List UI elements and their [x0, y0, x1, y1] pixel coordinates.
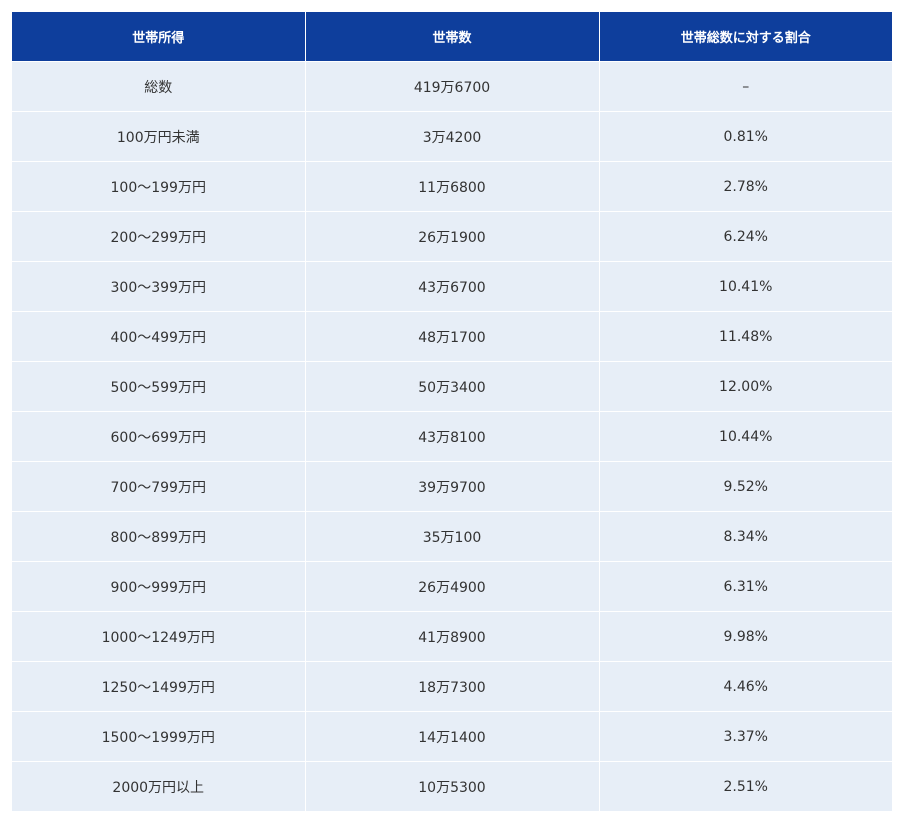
cell-income: 総数: [12, 61, 306, 112]
cell-ratio: 0.81%: [599, 111, 892, 162]
cell-income: 100～199万円: [12, 161, 306, 212]
table-body: 総数 419万6700 – 100万円未満 3万4200 0.81% 100～1…: [12, 61, 892, 811]
table-row: 400～499万円 48万1700 11.48%: [12, 311, 892, 362]
cell-income: 900～999万円: [12, 561, 306, 612]
cell-income: 700～799万円: [12, 461, 306, 512]
cell-households: 18万7300: [305, 661, 600, 712]
table-row: 500～599万円 50万3400 12.00%: [12, 361, 892, 412]
cell-households: 3万4200: [305, 111, 600, 162]
table-row: 300～399万円 43万6700 10.41%: [12, 261, 892, 312]
cell-households: 43万6700: [305, 261, 600, 312]
household-income-table: 世帯所得 世帯数 世帯総数に対する割合 総数 419万6700 – 100万円未…: [12, 12, 892, 811]
table-row: 200～299万円 26万1900 6.24%: [12, 211, 892, 262]
cell-households: 14万1400: [305, 711, 600, 762]
table-row: 100～199万円 11万6800 2.78%: [12, 161, 892, 212]
cell-ratio: 10.44%: [599, 411, 892, 462]
cell-ratio: 4.46%: [599, 661, 892, 712]
cell-ratio: 6.31%: [599, 561, 892, 612]
table-row: 2000万円以上 10万5300 2.51%: [12, 761, 892, 811]
cell-income: 600～699万円: [12, 411, 306, 462]
cell-households: 39万9700: [305, 461, 600, 512]
cell-households: 50万3400: [305, 361, 600, 412]
cell-ratio: 9.98%: [599, 611, 892, 662]
table-row: 1000～1249万円 41万8900 9.98%: [12, 611, 892, 662]
cell-ratio: 10.41%: [599, 261, 892, 312]
cell-income: 1000～1249万円: [12, 611, 306, 662]
cell-ratio: 11.48%: [599, 311, 892, 362]
table-row: 900～999万円 26万4900 6.31%: [12, 561, 892, 612]
cell-households: 26万4900: [305, 561, 600, 612]
cell-income: 500～599万円: [12, 361, 306, 412]
cell-ratio: 9.52%: [599, 461, 892, 512]
cell-households: 48万1700: [305, 311, 600, 362]
cell-income: 1250～1499万円: [12, 661, 306, 712]
cell-ratio: 3.37%: [599, 711, 892, 762]
cell-income: 400～499万円: [12, 311, 306, 362]
cell-households: 10万5300: [305, 761, 600, 811]
cell-income: 800～899万円: [12, 511, 306, 562]
table-row: 100万円未満 3万4200 0.81%: [12, 111, 892, 162]
header-row: 世帯所得 世帯数 世帯総数に対する割合: [12, 12, 892, 62]
cell-income: 2000万円以上: [12, 761, 306, 811]
table-row: 総数 419万6700 –: [12, 61, 892, 112]
cell-income: 200～299万円: [12, 211, 306, 262]
cell-ratio: 8.34%: [599, 511, 892, 562]
cell-ratio: 6.24%: [599, 211, 892, 262]
cell-ratio: –: [599, 61, 892, 112]
table-row: 700～799万円 39万9700 9.52%: [12, 461, 892, 512]
table-header: 世帯所得 世帯数 世帯総数に対する割合: [12, 12, 892, 62]
cell-households: 26万1900: [305, 211, 600, 262]
header-income: 世帯所得: [12, 12, 306, 62]
income-table-container: 世帯所得 世帯数 世帯総数に対する割合 総数 419万6700 – 100万円未…: [12, 12, 892, 811]
cell-households: 419万6700: [305, 61, 600, 112]
cell-income: 100万円未満: [12, 111, 306, 162]
cell-households: 41万8900: [305, 611, 600, 662]
header-ratio: 世帯総数に対する割合: [599, 12, 892, 62]
table-row: 800～899万円 35万100 8.34%: [12, 511, 892, 562]
cell-ratio: 2.78%: [599, 161, 892, 212]
cell-households: 11万6800: [305, 161, 600, 212]
table-row: 600～699万円 43万8100 10.44%: [12, 411, 892, 462]
cell-households: 43万8100: [305, 411, 600, 462]
cell-ratio: 12.00%: [599, 361, 892, 412]
cell-households: 35万100: [305, 511, 600, 562]
cell-income: 300～399万円: [12, 261, 306, 312]
table-row: 1250～1499万円 18万7300 4.46%: [12, 661, 892, 712]
cell-income: 1500～1999万円: [12, 711, 306, 762]
header-households: 世帯数: [305, 12, 600, 62]
table-row: 1500～1999万円 14万1400 3.37%: [12, 711, 892, 762]
cell-ratio: 2.51%: [599, 761, 892, 811]
